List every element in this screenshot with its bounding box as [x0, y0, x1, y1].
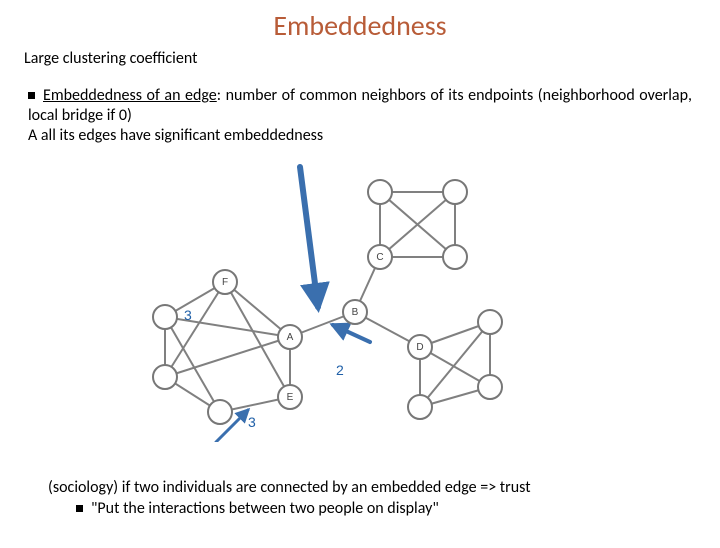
svg-text:C: C	[376, 252, 383, 263]
footer-block: (sociology) if two individuals are conne…	[48, 478, 692, 520]
svg-text:3: 3	[184, 307, 192, 323]
svg-text:D: D	[416, 342, 423, 353]
paragraph-prefix: Embeddedness of an edge	[43, 86, 217, 105]
svg-text:2: 2	[336, 362, 344, 378]
footer-line2-text: "Put the interactions between two people…	[91, 499, 439, 518]
bullet-icon	[28, 92, 35, 99]
subtitle: Large clustering coefficient	[24, 49, 720, 68]
diagram-svg: C F E A B D 3 2 3	[0, 152, 720, 442]
footer-line2: "Put the interactions between two people…	[76, 499, 692, 520]
main-paragraph: Embeddedness of an edge: number of commo…	[28, 86, 692, 146]
svg-text:F: F	[222, 277, 228, 288]
title-text: Embeddedness	[273, 8, 446, 43]
svg-text:E: E	[287, 392, 294, 403]
footer-line1: (sociology) if two individuals are conne…	[48, 478, 692, 499]
svg-text:3: 3	[248, 414, 256, 430]
page-title: Embeddedness	[0, 8, 720, 43]
network-diagram: C F E A B D 3 2 3	[0, 152, 720, 442]
svg-text:A: A	[287, 332, 294, 343]
paragraph-line2: A all its edges have significant embedde…	[28, 126, 323, 145]
svg-text:B: B	[352, 307, 359, 318]
bullet-icon	[76, 505, 83, 512]
